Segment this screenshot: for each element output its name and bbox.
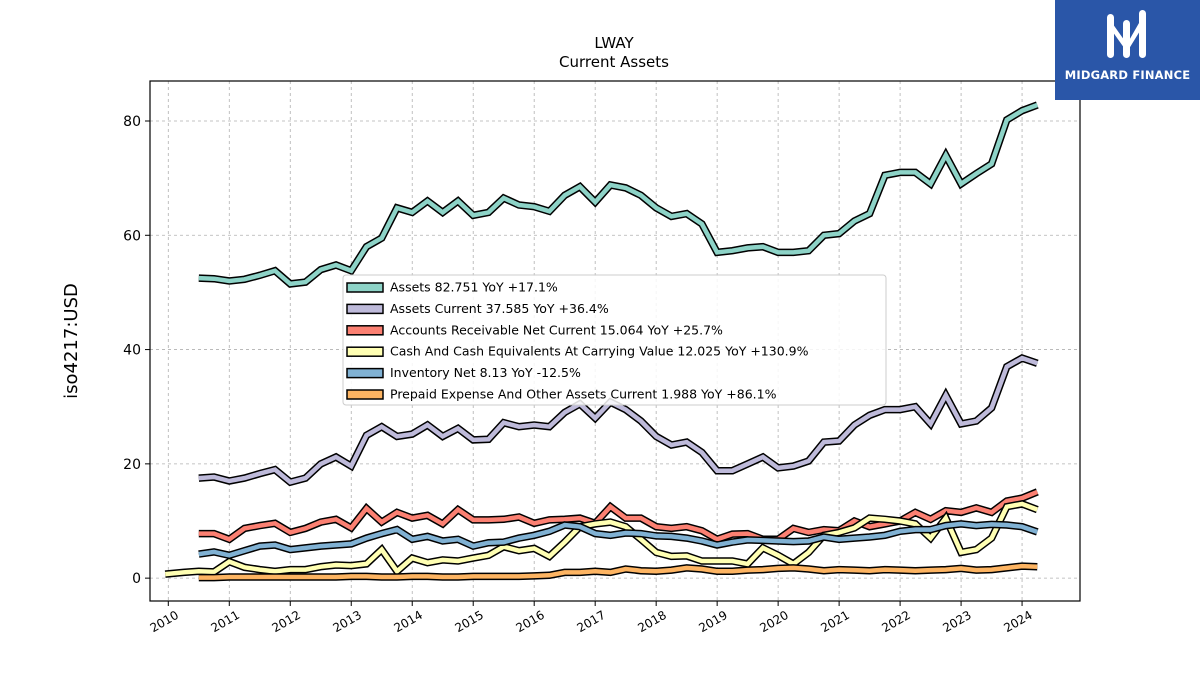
legend-box [342, 274, 887, 406]
legend-swatch [346, 367, 384, 379]
midgard-logo-icon [1107, 10, 1146, 58]
legend-swatch [346, 282, 384, 293]
series-line [198, 355, 1039, 485]
legend-swatch [346, 303, 384, 315]
x-tick-label: 2014 [392, 608, 425, 635]
x-tick-label: 2012 [270, 608, 303, 635]
series-line [198, 102, 1039, 287]
x-tick-label: 2010 [148, 608, 181, 635]
y-tick-label: 60 [123, 228, 141, 244]
series-4 [198, 520, 1039, 560]
x-tick-label: 2013 [331, 608, 364, 635]
x-tick-label: 2021 [818, 608, 851, 635]
legend-entry: Inventory Net 8.13 YoY -12.5% [390, 365, 581, 380]
x-tick-label: 2019 [696, 608, 729, 635]
x-tick-label: 2017 [574, 608, 607, 635]
series-line [164, 501, 1039, 577]
series-5 [198, 562, 1038, 582]
legend-entry: Assets 82.751 YoY +17.1% [390, 280, 558, 295]
x-tick-label: 2020 [757, 608, 790, 635]
y-tick-label: 40 [123, 343, 141, 359]
y-axis-label: iso4217:USD [61, 283, 82, 399]
series-lines [164, 101, 1039, 582]
plot-frame [149, 80, 1081, 602]
x-tick-label: 2018 [635, 608, 668, 635]
x-tick-label: 2015 [452, 608, 485, 635]
legend-entry: Assets Current 37.585 YoY +36.4% [390, 301, 609, 316]
legend-entry: Prepaid Expense And Other Assets Current… [390, 387, 777, 402]
series-1 [198, 354, 1039, 487]
legend-swatch [346, 325, 384, 336]
chart-title: LWAY [594, 34, 634, 52]
midgard-finance-logo: MIDGARD FINANCE [1055, 0, 1200, 100]
legend: Assets 82.751 YoY +17.1% Assets Current 3… [342, 274, 887, 406]
x-tick-label: 2016 [513, 608, 546, 635]
legend-swatch [346, 389, 384, 400]
chart-subtitle: Current Assets [559, 53, 669, 71]
legend-swatch [346, 346, 384, 357]
brand-name: MIDGARD FINANCE [1064, 68, 1191, 82]
y-tick-label: 0 [132, 571, 141, 587]
x-tick-label: 2024 [1001, 608, 1034, 635]
x-tick-label: 2022 [879, 608, 912, 635]
x-tick-label: 2023 [940, 608, 973, 635]
legend-entry: Accounts Receivable Net Current 15.064 Y… [390, 322, 723, 337]
y-tick-label: 20 [123, 457, 141, 473]
series-line [198, 521, 1039, 558]
series-line-outline [198, 101, 1039, 288]
series-line [198, 563, 1038, 580]
legend-entry: Cash And Cash Equivalents At Carrying Va… [390, 344, 809, 359]
y-tick-label: 80 [123, 114, 141, 130]
series-0 [198, 101, 1039, 288]
series-3 [164, 500, 1039, 578]
x-tick-label: 2011 [209, 608, 242, 635]
